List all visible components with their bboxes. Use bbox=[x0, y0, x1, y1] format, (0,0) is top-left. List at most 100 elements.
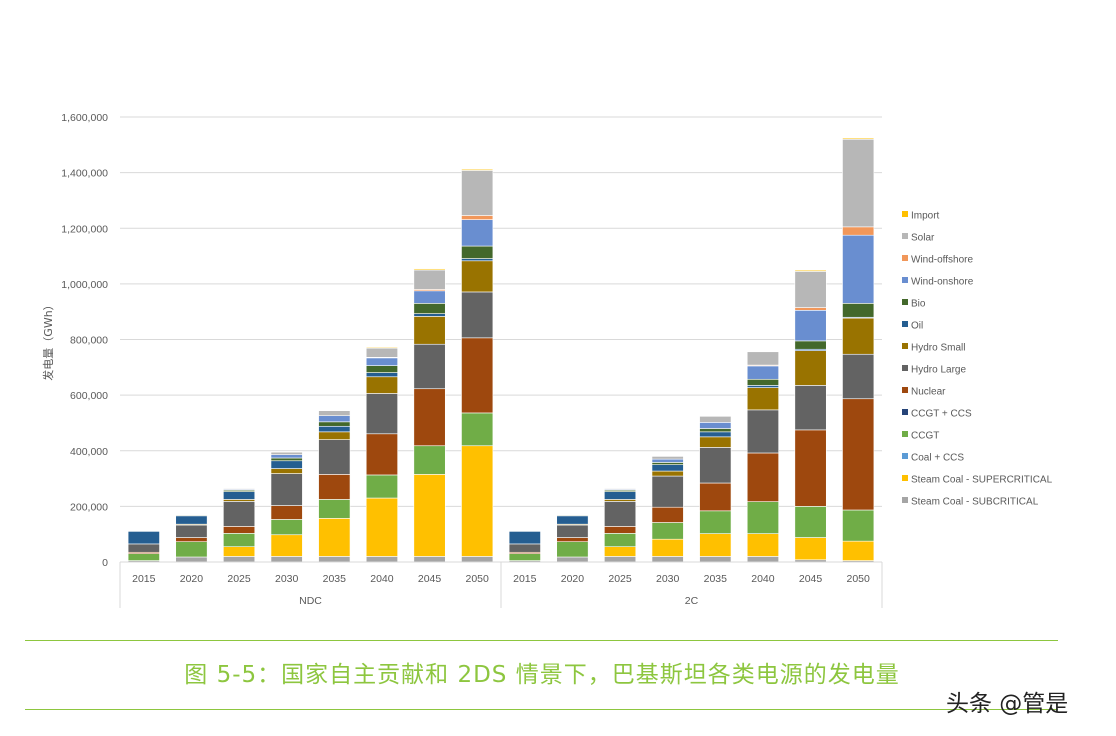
bar-segment bbox=[604, 526, 637, 534]
legend-swatch bbox=[902, 321, 908, 327]
bar-segment bbox=[365, 376, 398, 394]
bar-segment bbox=[461, 219, 494, 247]
bar-segment bbox=[461, 168, 494, 171]
legend-label: Coal + CCS bbox=[911, 453, 964, 464]
bar-segment bbox=[365, 357, 398, 366]
legend-swatch bbox=[902, 233, 908, 239]
bar-segment bbox=[508, 553, 541, 561]
legend-swatch bbox=[902, 299, 908, 305]
bar-segment bbox=[651, 475, 684, 508]
x-tick-label: 2035 bbox=[323, 573, 347, 585]
bar-segment bbox=[223, 546, 256, 557]
y-axis-label: 发电量（GWh） bbox=[41, 299, 55, 380]
bar-segment bbox=[318, 474, 351, 500]
bar-segment bbox=[794, 429, 827, 507]
bar-segment bbox=[746, 378, 779, 386]
legend: Import Solar Wind-offshore Wind-onshore Bio O… bbox=[902, 211, 1053, 508]
x-tick-label: 2020 bbox=[561, 573, 585, 585]
bar-segment bbox=[794, 269, 827, 272]
x-tick-label: 2045 bbox=[799, 573, 823, 585]
legend-swatch bbox=[902, 365, 908, 371]
bar-segment bbox=[127, 531, 160, 545]
bar-segment bbox=[556, 556, 589, 563]
y-tick-label: 0 bbox=[102, 557, 108, 569]
bar-segment bbox=[223, 491, 256, 500]
bar-segment bbox=[413, 445, 446, 475]
x-tick-label: 2040 bbox=[751, 573, 775, 585]
legend-swatch bbox=[902, 409, 908, 415]
bar-segment bbox=[365, 393, 398, 435]
bar-segment bbox=[699, 431, 732, 438]
legend-label: Hydro Large bbox=[911, 365, 966, 376]
bar-segment bbox=[270, 460, 303, 469]
y-tick-label: 1,200,000 bbox=[61, 223, 108, 235]
group-label: NDC bbox=[299, 595, 322, 607]
bar-segment bbox=[604, 501, 637, 527]
figure-caption: 图 5-5：国家自主贡献和 2DS 情景下，巴基斯坦各类电源的发电量 bbox=[184, 662, 900, 688]
y-tick-label: 800,000 bbox=[70, 335, 108, 347]
bar-segment bbox=[794, 309, 827, 342]
bar-segment bbox=[651, 538, 684, 557]
bar-segment bbox=[842, 226, 875, 236]
bar-segment bbox=[318, 431, 351, 440]
legend-swatch bbox=[902, 475, 908, 481]
legend-label: Steam Coal - SUPERCRITICAL bbox=[911, 475, 1053, 486]
bar-segment bbox=[175, 541, 208, 558]
bar-segment bbox=[413, 474, 446, 557]
x-tick-label: 2020 bbox=[180, 573, 204, 585]
legend-label: Import bbox=[911, 211, 940, 222]
bar-segment bbox=[270, 556, 303, 563]
bar-segment bbox=[223, 526, 256, 534]
y-tick-label: 1,000,000 bbox=[61, 279, 108, 291]
x-tick-label: 2030 bbox=[275, 573, 299, 585]
bar-segment bbox=[746, 387, 779, 411]
bar-segment bbox=[318, 518, 351, 557]
y-tick-label: 400,000 bbox=[70, 446, 108, 458]
bar-segment bbox=[270, 454, 303, 459]
bar-segment bbox=[223, 556, 256, 563]
watermark: 头条 @管是 bbox=[946, 691, 1069, 717]
bar-segment bbox=[508, 543, 541, 553]
bar-segment bbox=[413, 388, 446, 447]
bars bbox=[127, 137, 875, 563]
bar-segment bbox=[842, 509, 875, 542]
bar-segment bbox=[651, 522, 684, 540]
bar-segment bbox=[794, 340, 827, 350]
bar-segment bbox=[175, 513, 208, 515]
bar-segment bbox=[651, 462, 684, 465]
bar-segment bbox=[318, 421, 351, 427]
bar-segment bbox=[842, 317, 875, 355]
bar-segment bbox=[746, 350, 779, 353]
bar-segment bbox=[604, 491, 637, 500]
bar-segment bbox=[223, 501, 256, 527]
bar-segment bbox=[413, 269, 446, 290]
bar-segment bbox=[651, 506, 684, 523]
bar-segment bbox=[461, 445, 494, 557]
bar-segment bbox=[223, 488, 256, 490]
bar-segment bbox=[318, 410, 351, 417]
bar-segment bbox=[318, 425, 351, 433]
bar-segment bbox=[413, 303, 446, 314]
bar-segment bbox=[651, 456, 684, 460]
legend-swatch bbox=[902, 277, 908, 283]
bar-segment bbox=[699, 436, 732, 448]
bar-segment bbox=[413, 313, 446, 317]
bar-segment bbox=[651, 458, 684, 463]
bar-segment bbox=[413, 290, 446, 304]
bar-segment bbox=[699, 447, 732, 484]
bar-segment bbox=[794, 385, 827, 431]
y-tick-label: 1,600,000 bbox=[61, 112, 108, 124]
bar-segment bbox=[461, 556, 494, 563]
bar-segment bbox=[651, 464, 684, 472]
bar-segment bbox=[699, 428, 732, 433]
bar-segment bbox=[461, 258, 494, 262]
x-axis: 2015 2020 2025 2030 2035 2040 2045 2050 NDC 2015 2… bbox=[119, 561, 883, 608]
bar-segment bbox=[794, 537, 827, 561]
bar-segment bbox=[842, 398, 875, 511]
bar-segment bbox=[365, 497, 398, 557]
bar-segment bbox=[318, 409, 351, 411]
bar-segment bbox=[270, 451, 303, 453]
y-axis-tick-labels: 0 200,000 400,000 600,000 800,000 1,000,000 1,… bbox=[61, 112, 108, 569]
bar-segment bbox=[365, 372, 398, 378]
bar-segment bbox=[365, 433, 398, 476]
